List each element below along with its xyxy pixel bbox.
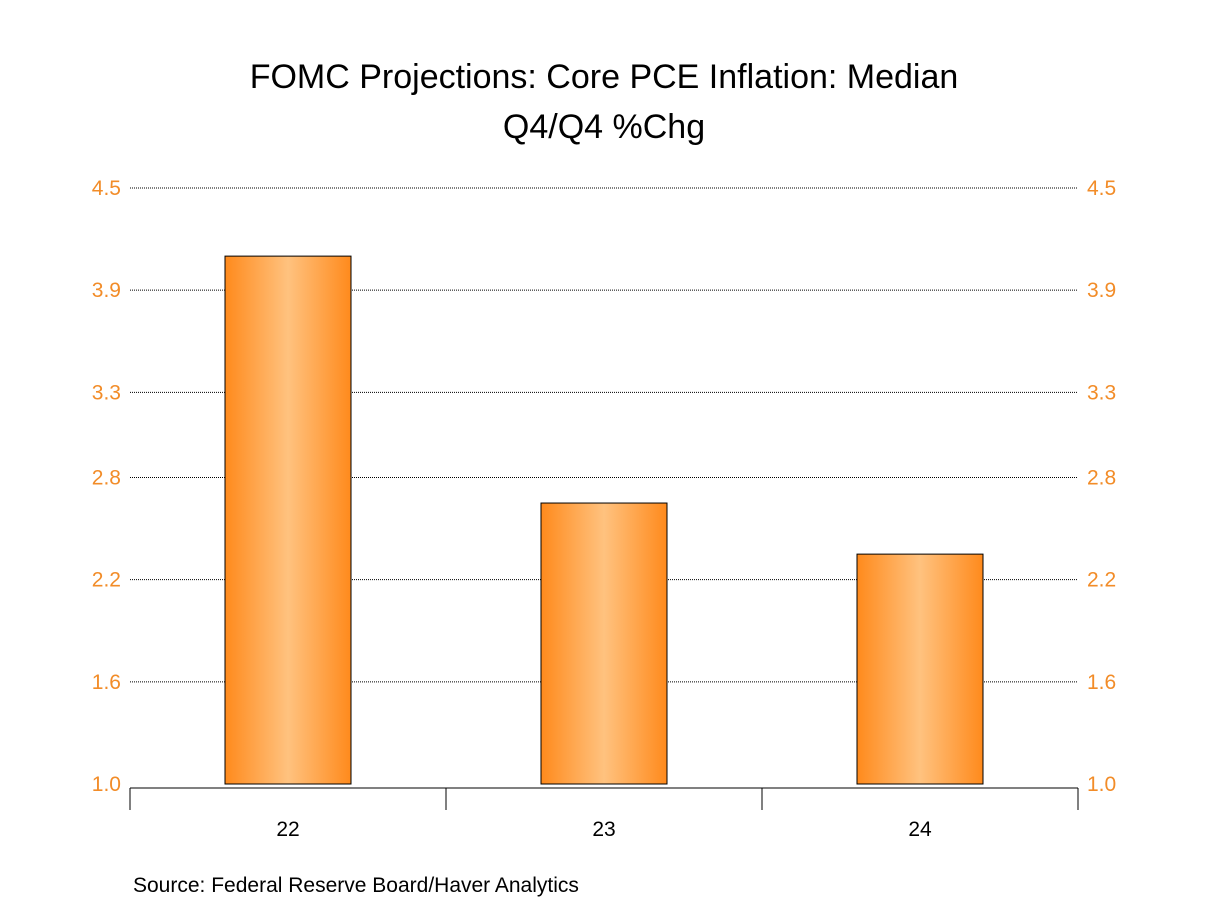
y-tick-label-right: 1.6 bbox=[1087, 671, 1116, 694]
y-tick-label-left: 4.5 bbox=[92, 177, 121, 200]
y-tick-label-right: 4.5 bbox=[1087, 177, 1116, 200]
chart-title-line-2: Q4/Q4 %Chg bbox=[502, 108, 706, 146]
bar-23 bbox=[540, 502, 668, 785]
y-tick-label-left: 1.6 bbox=[92, 671, 121, 694]
y-tick-label-left: 1.0 bbox=[92, 773, 121, 796]
bar-24 bbox=[856, 553, 984, 785]
y-tick-label-left: 3.3 bbox=[92, 381, 121, 404]
x-tick-label: 24 bbox=[908, 818, 932, 841]
y-tick-label-left: 2.2 bbox=[92, 569, 121, 592]
y-tick-label-right: 3.9 bbox=[1087, 279, 1116, 302]
y-tick-label-left: 3.9 bbox=[92, 279, 121, 302]
y-tick-label-left: 2.8 bbox=[92, 466, 121, 489]
y-tick-label-right: 3.3 bbox=[1087, 381, 1116, 404]
y-tick-label-right: 2.2 bbox=[1087, 569, 1116, 592]
source-note: Source: Federal Reserve Board/Haver Anal… bbox=[133, 874, 579, 897]
bar-22 bbox=[224, 255, 352, 785]
x-tick-label: 23 bbox=[592, 818, 615, 841]
y-tick-label-right: 1.0 bbox=[1087, 773, 1116, 796]
chart-title-line-1: FOMC Projections: Core PCE Inflation: Me… bbox=[249, 58, 959, 96]
y-tick-label-right: 2.8 bbox=[1087, 466, 1116, 489]
x-tick-label: 22 bbox=[276, 818, 299, 841]
